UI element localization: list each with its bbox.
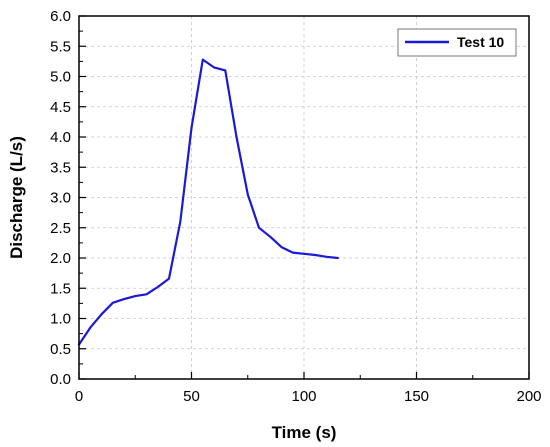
- y-tick-label: 5.5: [50, 38, 71, 55]
- legend: Test 10: [397, 28, 517, 57]
- x-axis-title: Time (s): [272, 423, 337, 442]
- x-tick-label: 100: [291, 388, 316, 405]
- y-tick-label: 1.0: [50, 311, 71, 328]
- legend-label-test-10: Test 10: [457, 34, 504, 50]
- y-tick-labels: 0.0 0.5 1.0 1.5 2.0 2.5 3.0 3.5 4.0 4.5 5.0 5.5 6.0: [50, 8, 71, 388]
- x-tick-label: 50: [183, 388, 200, 405]
- y-tick-label: 3.0: [50, 190, 71, 207]
- minor-ticks: [79, 30, 474, 379]
- y-tick-label: 3.5: [50, 159, 71, 176]
- x-tick-label: 150: [404, 388, 429, 405]
- grid-lines: [79, 16, 529, 379]
- x-tick-labels: 0 50 100 150 200: [75, 388, 542, 405]
- x-tick-label: 200: [516, 388, 541, 405]
- y-tick-label: 1.5: [50, 280, 71, 297]
- y-axis-title: Discharge (L/s): [7, 136, 26, 259]
- y-tick-label: 2.0: [50, 250, 71, 267]
- plot-area-frame: [78, 15, 530, 380]
- y-tick-label: 0.0: [50, 371, 71, 388]
- series-layer: [77, 58, 339, 346]
- y-tick-label: 0.5: [50, 341, 71, 358]
- y-tick-label: 4.5: [50, 99, 71, 116]
- series-line-test-10: [77, 58, 339, 346]
- y-tick-label: 6.0: [50, 8, 71, 25]
- y-tick-label: 5.0: [50, 69, 71, 86]
- y-tick-label: 2.5: [50, 220, 71, 237]
- y-tick-label: 4.0: [50, 129, 71, 146]
- x-tick-label: 0: [75, 388, 83, 405]
